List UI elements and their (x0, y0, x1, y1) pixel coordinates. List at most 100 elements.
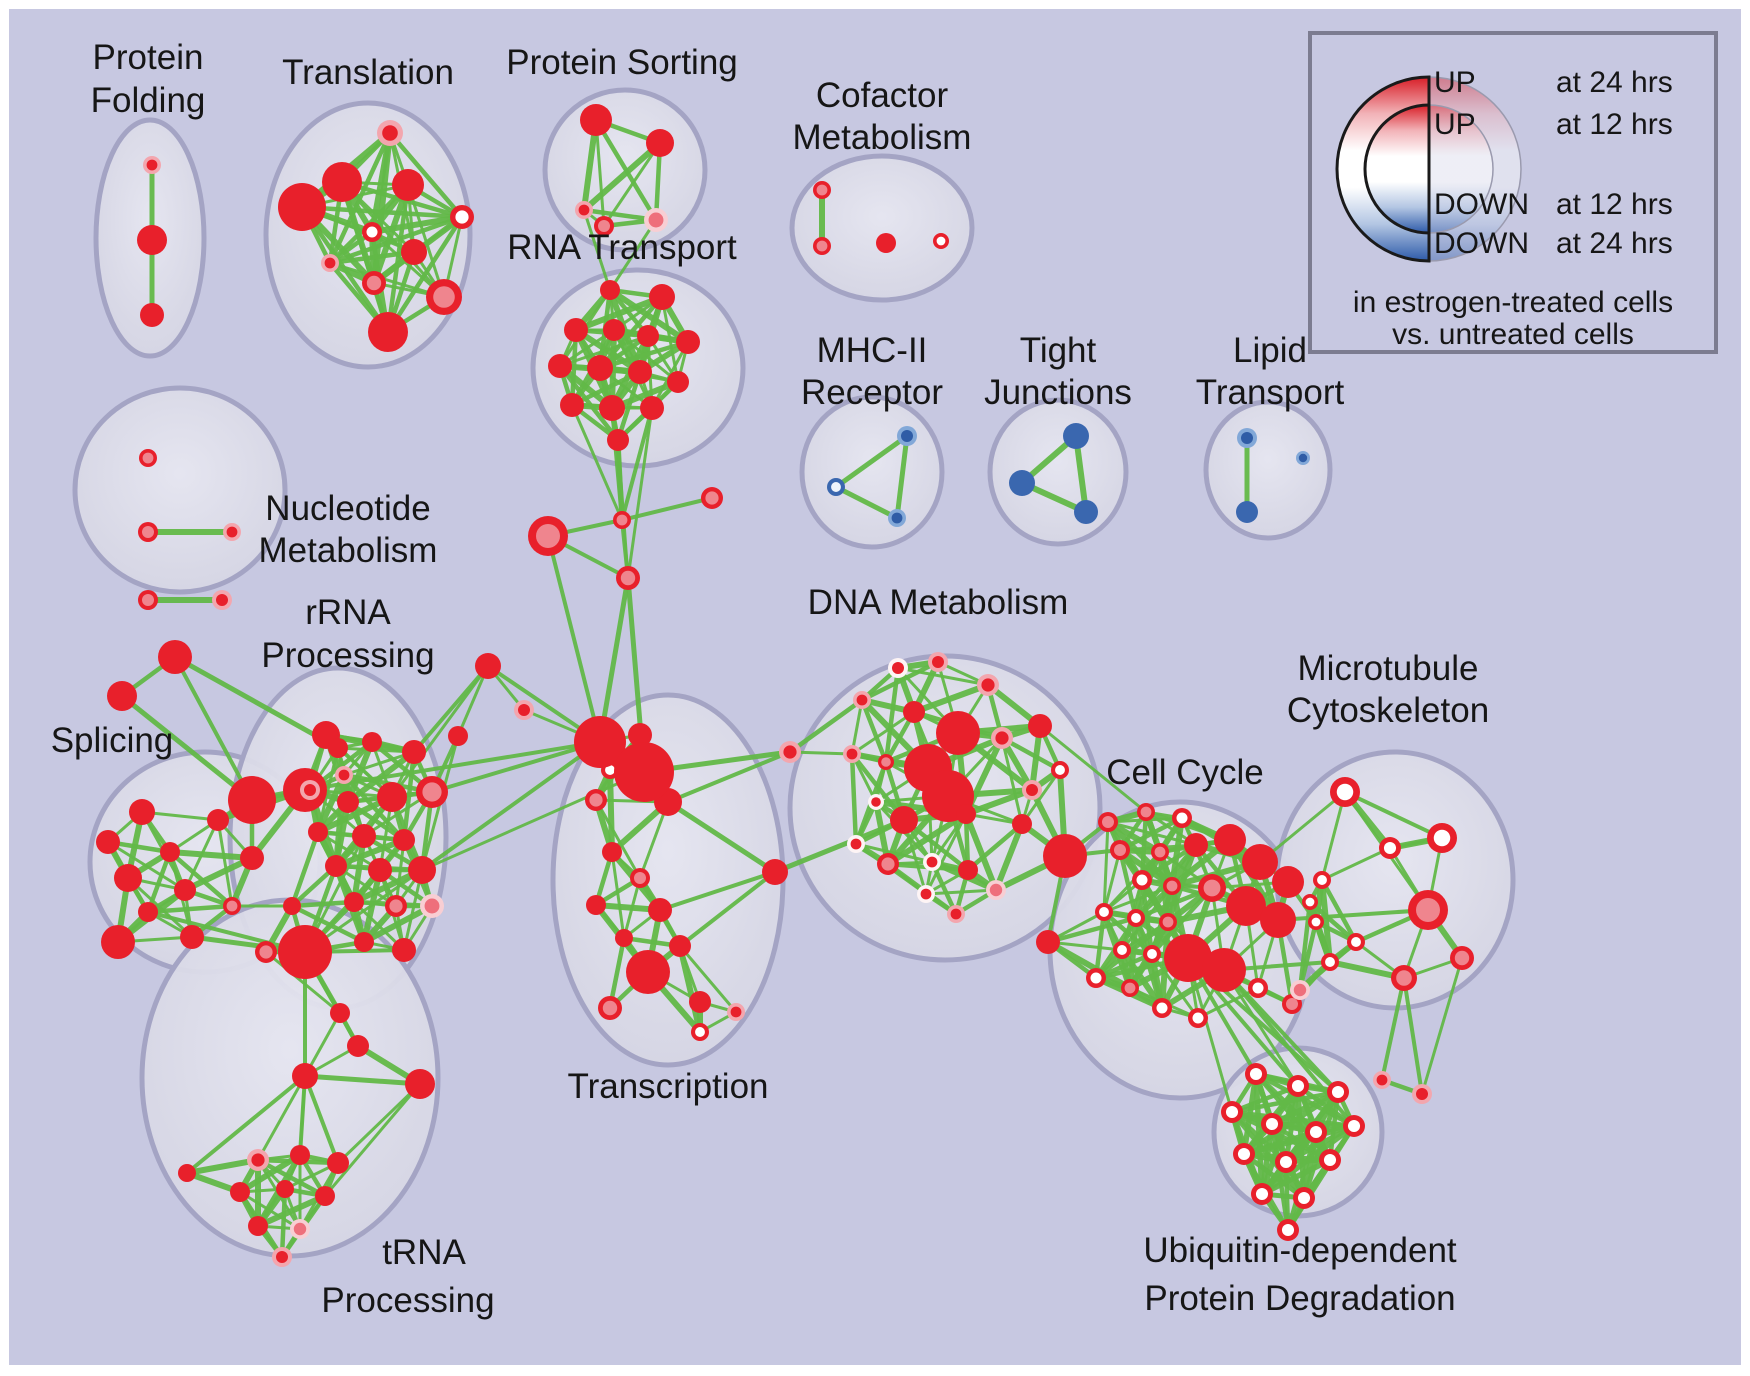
node-dna-metabolism-1 (888, 658, 908, 678)
node-splicing-7 (138, 902, 158, 922)
node-lipid-transport-2 (1296, 451, 1310, 465)
node-cell-cycle-16 (1127, 909, 1145, 927)
edge (1276, 908, 1430, 922)
edge (999, 735, 1063, 773)
node-dna-metabolism-24 (917, 885, 935, 903)
legend-box (1308, 31, 1718, 354)
node-trna-processing-0 (330, 1003, 350, 1023)
node-cell-cycle-12 (1198, 874, 1226, 902)
node-dna-metabolism-13 (1051, 761, 1069, 779)
edge (361, 903, 435, 945)
node-ubiquitin-degradation-1 (1287, 1075, 1309, 1097)
node-rrna-processing-21 (328, 738, 348, 758)
node-translation-0 (377, 120, 403, 146)
edge (993, 821, 1025, 893)
node-rrna-processing-20 (255, 941, 277, 963)
node-dna-metabolism-20 (877, 853, 899, 875)
edge (894, 433, 910, 521)
edge (582, 208, 612, 292)
node-rrna-processing-7 (416, 776, 448, 808)
node-dna-metabolism-2 (928, 652, 948, 672)
node-cell-cycle-21 (1202, 948, 1246, 992)
node-splicing-1 (107, 681, 137, 711)
edge (1258, 790, 1347, 864)
edge (569, 369, 643, 408)
node-rrna-processing-8 (308, 822, 328, 842)
edge (1102, 850, 1162, 914)
node-transcription-9 (615, 929, 633, 947)
edge (336, 1082, 422, 1165)
node-cell-cycle-15 (1095, 903, 1113, 921)
node-dna-metabolism-4 (853, 691, 871, 709)
node-transcription-6 (630, 868, 650, 888)
edge (1046, 940, 1124, 952)
node-microtubule-cytoskeleton-7 (1347, 933, 1365, 951)
node-cell-cycle-2 (1137, 803, 1155, 821)
node-splicing-4 (160, 842, 180, 862)
edge (302, 1073, 423, 1087)
node-dna-metabolism-23 (986, 880, 1006, 900)
node-rrna-processing-13 (408, 856, 436, 884)
node-rrna-processing-10 (393, 829, 415, 851)
node-cell-cycle-22 (1086, 968, 1106, 988)
node-translation-6 (401, 239, 427, 265)
node-cofactor-metabolism-3 (933, 233, 949, 249)
cluster-nucleotide-metabolism-ellipse (72, 385, 288, 595)
node-microtubule-cytoskeleton-8 (1450, 946, 1474, 970)
cluster-label-cofactor-metabolism: Cofactor (816, 76, 949, 115)
node-dna-metabolism-15 (868, 794, 884, 810)
node-dna-metabolism-21 (923, 853, 941, 871)
node-translation-1 (322, 162, 362, 202)
node-dna-metabolism-5 (903, 701, 925, 723)
node-ubiquitin-degradation-9 (1319, 1149, 1341, 1171)
cluster-label-protein-folding: Protein (93, 38, 204, 77)
node-rna-transport-12 (640, 396, 664, 420)
node-trna-processing-8 (230, 1182, 250, 1202)
node-transcription-0 (628, 723, 652, 747)
edge (289, 899, 357, 909)
node-cell-cycle-10 (1132, 870, 1152, 890)
edge (1102, 884, 1174, 914)
node-protein-sorting-4 (644, 208, 668, 232)
node-splicing-5 (114, 864, 142, 892)
legend-ring (1363, 103, 1431, 235)
node-transcription-4 (762, 859, 788, 885)
legend-direction-1: UP (1434, 108, 1476, 141)
node-hub-7 (514, 700, 534, 720)
edge (1186, 956, 1234, 1114)
edge (420, 740, 602, 872)
node-dna-metabolism-14 (1022, 780, 1042, 800)
node-ubiquitin-degradation-5 (1305, 1121, 1327, 1143)
edge (772, 817, 907, 875)
node-nucleotide-metabolism-4 (212, 590, 232, 610)
edge (570, 403, 624, 522)
node-protein-sorting-1 (646, 129, 674, 157)
edge (387, 130, 465, 220)
edge (216, 818, 234, 908)
edge (255, 1193, 328, 1229)
node-rna-transport-13 (607, 429, 629, 451)
edge (859, 659, 941, 703)
node-rrna-processing-19 (283, 897, 301, 915)
edge (182, 855, 255, 893)
node-nucleotide-metabolism-1 (138, 522, 158, 542)
edge (557, 363, 621, 443)
edge (658, 870, 777, 912)
node-translation-4 (450, 205, 474, 229)
node-translation-7 (321, 254, 339, 272)
edge (616, 438, 630, 580)
cluster-label-nucleotide-metabolism: Nucleotide (265, 489, 430, 528)
node-rrna-processing-14 (344, 892, 364, 912)
edge (787, 697, 865, 755)
edge (1241, 1123, 1357, 1157)
node-trna-processing-11 (248, 1216, 268, 1236)
node-translation-5 (362, 222, 382, 242)
edge (1038, 724, 1148, 814)
node-cell-cycle-19 (1143, 945, 1161, 963)
node-cell-cycle-9 (1272, 866, 1304, 898)
edge (963, 787, 1035, 817)
edge (328, 261, 446, 299)
cluster-label-nucleotide-metabolism: Metabolism (259, 531, 438, 570)
legend-ring (1428, 104, 1494, 234)
